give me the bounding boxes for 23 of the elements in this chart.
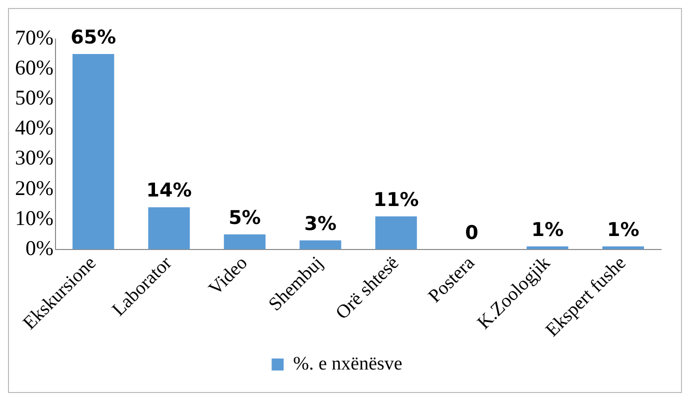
text: 1% — [531, 218, 564, 241]
text: 5% — [228, 206, 261, 229]
x-tick-label: Video — [204, 252, 252, 300]
text: 11% — [373, 188, 419, 211]
text: 3% — [304, 212, 337, 235]
y-tick-label: 0% — [25, 236, 54, 260]
text: 1% — [607, 218, 640, 241]
legend-label: %. e nxënësve — [293, 353, 402, 374]
bar — [300, 240, 342, 250]
y-tick-label: 40% — [14, 116, 54, 140]
text: 0 — [465, 222, 478, 244]
bar — [224, 234, 266, 250]
y-tick-label: 10% — [14, 206, 54, 230]
text: 14% — [146, 180, 192, 202]
y-tick-label: 70% — [14, 26, 54, 50]
y-tick-label: 20% — [14, 176, 54, 200]
bar — [72, 54, 114, 250]
y-tick-label: 60% — [14, 56, 54, 80]
text: 65% — [70, 26, 116, 48]
y-tick-label: 50% — [14, 86, 54, 110]
bar — [148, 207, 190, 250]
bar — [375, 216, 417, 250]
y-tick-label: 30% — [14, 146, 54, 170]
